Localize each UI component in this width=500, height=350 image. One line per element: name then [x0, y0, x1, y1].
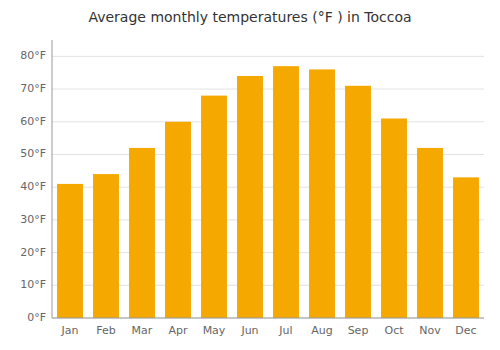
- x-tick-label: Apr: [168, 324, 188, 337]
- x-axis-line: [52, 318, 484, 319]
- bar: [309, 69, 335, 318]
- grid-line: [52, 56, 484, 57]
- x-tick-label: Jan: [61, 324, 79, 337]
- y-tick-label: 0°F: [27, 311, 46, 324]
- bar: [201, 96, 227, 318]
- x-tick-label: Oct: [384, 324, 404, 337]
- grid-line: [52, 89, 484, 90]
- bar: [129, 148, 155, 318]
- bar: [417, 148, 443, 318]
- x-tick-label: Jul: [278, 324, 292, 337]
- y-tick-label: 70°F: [20, 82, 46, 95]
- x-tick-label: Aug: [311, 324, 332, 337]
- y-tick-label: 20°F: [20, 246, 46, 259]
- grid-line: [52, 318, 484, 319]
- y-tick-label: 60°F: [20, 115, 46, 128]
- bar: [237, 76, 263, 318]
- y-tick-label: 50°F: [20, 147, 46, 160]
- y-tick-label: 40°F: [20, 180, 46, 193]
- bar: [453, 177, 479, 318]
- x-tick-label: Nov: [419, 324, 441, 337]
- y-axis-line: [52, 40, 53, 318]
- x-tick-label: Jun: [240, 324, 258, 337]
- grid-line: [52, 121, 484, 122]
- x-tick-label: May: [203, 324, 226, 337]
- title: Average monthly temperatures (°F ) in To…: [88, 9, 411, 25]
- bar: [345, 86, 371, 318]
- chart-container: 0°F 10°F 20°F 30°F 40°F 50°F 60°F 70°F 80°F Jan Fe…: [0, 0, 500, 350]
- bar: [165, 122, 191, 318]
- y-tick-label: 30°F: [20, 213, 46, 226]
- x-tick-label: Feb: [96, 324, 115, 337]
- bar: [57, 184, 83, 318]
- x-tick-label: Sep: [348, 324, 369, 337]
- chart: 0°F 10°F 20°F 30°F 40°F 50°F 60°F 70°F 80°F Jan Fe…: [0, 0, 500, 350]
- bar: [273, 66, 299, 318]
- y-tick-label: 10°F: [20, 278, 46, 291]
- bars: [57, 66, 479, 318]
- x-tick-label: Dec: [455, 324, 476, 337]
- bar: [381, 118, 407, 318]
- bar: [93, 174, 119, 318]
- x-tick-label: Mar: [132, 324, 153, 337]
- y-tick-label: 80°F: [20, 49, 46, 62]
